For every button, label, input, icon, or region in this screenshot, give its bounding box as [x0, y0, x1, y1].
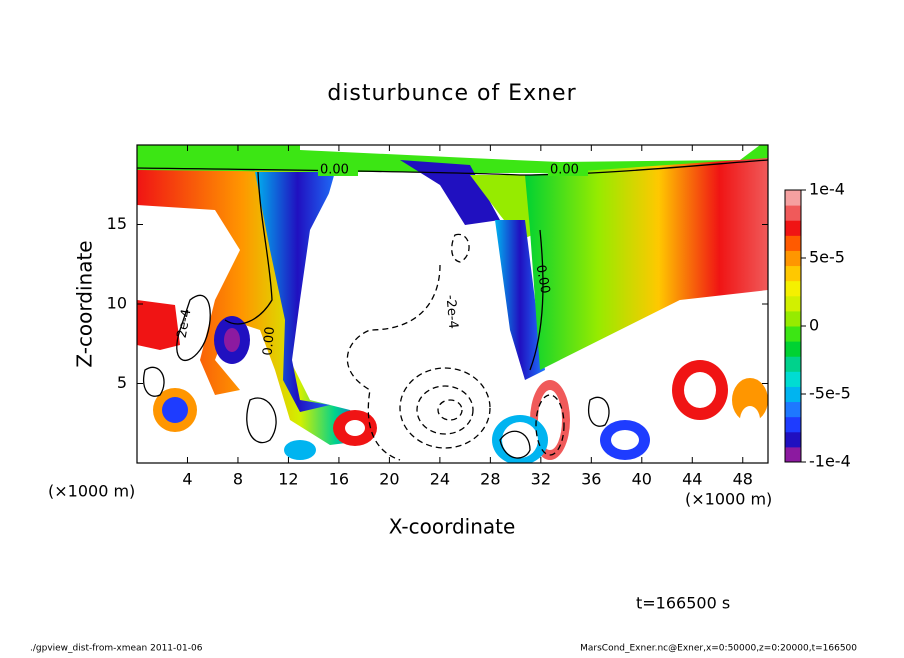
x-tick-label: 32 — [531, 470, 551, 489]
contour-label: 0.00 — [261, 326, 278, 356]
x-tick-label: 44 — [682, 470, 702, 489]
x-tick-label: 48 — [733, 470, 753, 489]
y-tick-label: 10 — [107, 294, 127, 313]
colorbar-segment — [785, 386, 801, 403]
colorbar-tick-label: 0 — [809, 316, 819, 335]
x-tick-label: 16 — [329, 470, 349, 489]
contour-field — [137, 145, 768, 463]
colorbar-segment — [785, 341, 801, 357]
y-tick-label: 5 — [117, 373, 127, 392]
colorbar-segment — [785, 431, 801, 448]
x-tick-label: 20 — [379, 470, 399, 489]
y-tick-label: 15 — [107, 214, 127, 233]
x-tick-label: 12 — [278, 470, 298, 489]
y-axis-label: Z-coordinate — [73, 240, 97, 367]
footer: MarsCond_Exner.nc@Exner,x=0:50000,z=0:20… — [580, 644, 857, 654]
colorbar-segment — [785, 416, 801, 433]
x-tick-label: 28 — [480, 470, 500, 489]
colorbar-tick-label: 5e-5 — [809, 248, 845, 267]
contour-labels: 0.00 0.00 0.00 0.00 2e-4 -2e-4 — [175, 162, 588, 356]
colorbar-segment — [785, 190, 801, 206]
colorbar-tick-label: 1e-4 — [809, 180, 845, 199]
footer: ./gpview_dist-from-xmean 2011-01-06 — [30, 644, 203, 654]
time-label: t=166500 s — [636, 594, 730, 613]
contour-label: 0.00 — [550, 163, 579, 178]
chart-title: disturbunce of Exner — [327, 81, 576, 106]
colorbar-tick-label: -1e-4 — [809, 452, 851, 471]
colorbar-segment — [785, 220, 801, 236]
colorbar-segment — [785, 250, 801, 267]
colorbar-segment — [785, 265, 801, 282]
colorbar-segment — [785, 446, 801, 463]
contour-label: 0.00 — [533, 264, 553, 295]
contour-label: -2e-4 — [443, 294, 461, 329]
x-unit-label: (×1000 m) — [48, 482, 135, 501]
colorbar-segment — [785, 356, 801, 372]
contour-label: 2e-4 — [175, 308, 195, 339]
colorbar-segment — [785, 280, 801, 297]
colorbar-segment — [785, 295, 801, 312]
colorbar-segment — [785, 371, 801, 387]
x-tick-label: 24 — [430, 470, 450, 489]
colorbar-segment — [785, 235, 801, 251]
x-tick-label: 4 — [182, 470, 192, 489]
x-tick-label: 40 — [632, 470, 652, 489]
colorbar-segment — [785, 326, 801, 342]
contour-label: 0.00 — [320, 163, 349, 178]
x-unit-label: (×1000 m) — [685, 490, 772, 509]
x-tick-label: 8 — [233, 470, 243, 489]
x-tick-label: 36 — [581, 470, 601, 489]
colorbar-tick-label: -5e-5 — [809, 384, 851, 403]
x-axis-label: X-coordinate — [389, 515, 516, 539]
colorbar-segment — [785, 205, 801, 221]
colorbar-segment — [785, 310, 801, 327]
colorbar-segment — [785, 401, 801, 418]
